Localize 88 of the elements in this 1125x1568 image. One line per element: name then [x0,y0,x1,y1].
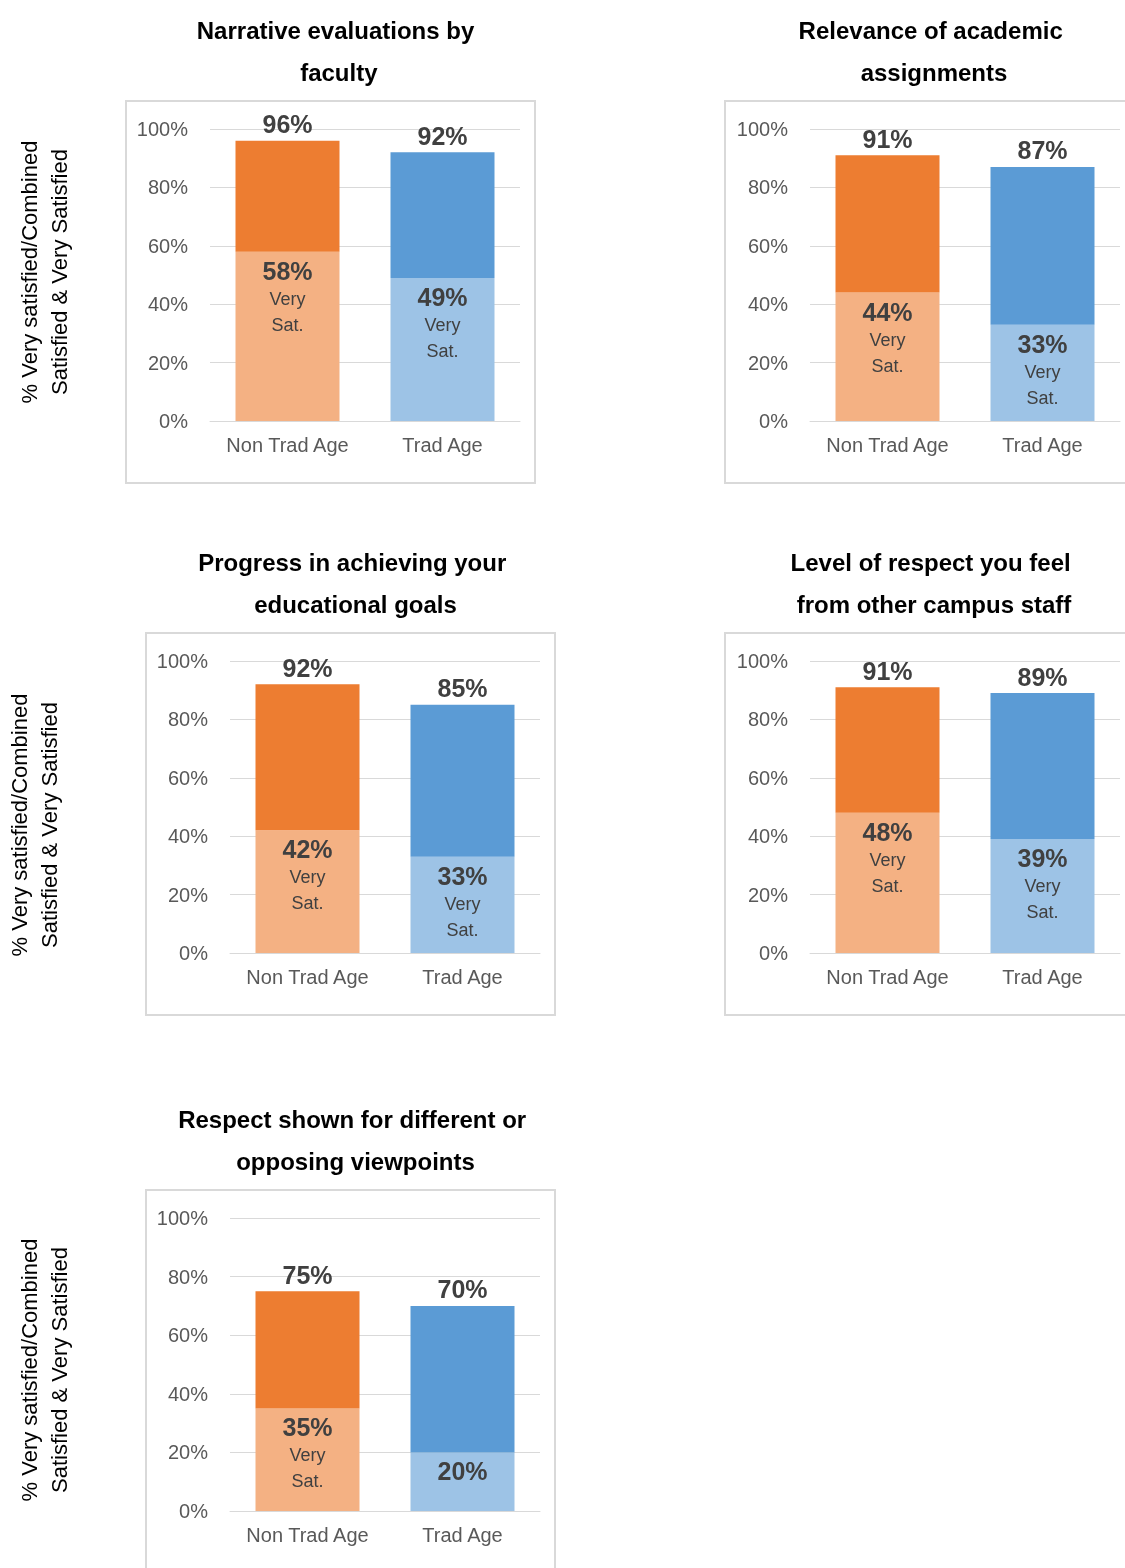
bar [835,812,940,953]
y-tick-label: 80% [147,176,189,199]
x-tick-label: Non Trad Age [226,434,349,456]
total-label: 91% [862,124,913,153]
y-tick-label: 100% [736,650,789,672]
bar [835,292,940,421]
bar [835,155,940,293]
y-tick-label: 20% [167,883,209,906]
x-tick-label: Trad Age [402,434,483,456]
total-label: 85% [437,674,488,703]
y-tick-label: 40% [747,293,789,316]
chart-title: Level of respect you feel from other campus staff [790,548,1078,618]
x-tick-label: Trad Age [1002,966,1083,988]
y-tick-label: 0% [759,942,789,964]
total-label: 92% [282,653,333,682]
x-tick-label: Trad Age [422,966,503,988]
total-label: 70% [437,1275,488,1304]
y-tick-label: 100% [156,650,209,672]
bar [990,324,1095,421]
x-tick-label: Non Trad Age [826,966,949,988]
bar [390,152,495,278]
bar [410,1452,515,1511]
y-tick-label: 40% [167,825,209,848]
x-tick-label: Non Trad Age [246,966,369,988]
data-label: 49% Very Sat. [417,282,468,361]
total-label: 89% [1017,662,1068,691]
y-tick-label: 60% [167,1324,209,1347]
y-tick-label: 0% [159,410,189,432]
chart-title: Respect shown for different or opposing viewpoints [178,1105,533,1175]
y-tick-label: 100% [136,118,189,140]
y-tick-label: 60% [167,766,209,789]
data-label: 33% Very Sat. [437,861,488,940]
data-label: 35% Very Sat. [282,1413,333,1492]
bar [410,1305,515,1453]
total-label: 75% [282,1260,333,1289]
total-label: 87% [1017,136,1068,165]
bar [990,839,1095,953]
y-tick-label: 20% [167,1441,209,1464]
data-label: 20% [437,1457,488,1486]
x-tick-label: Non Trad Age [246,1524,369,1546]
y-tick-label: 20% [747,883,789,906]
data-label: 33% Very Sat. [1017,329,1068,408]
data-label: 39% Very Sat. [1017,844,1068,923]
y-tick-label: 20% [147,351,189,374]
y-axis-title: % Very satisfied/Combined Satisfied & Very Satisfied [16,1237,73,1504]
chart-title: Relevance of academic assignments [798,16,1070,86]
bar [255,1408,360,1511]
y-axis-title: % Very satisfied/Combined Satisfied & Very Satisfied [6,692,63,959]
bar [235,251,340,421]
bar [835,687,940,813]
y-tick-label: 60% [747,234,789,257]
y-axis-title: % Very satisfied/Combined Satisfied & Very Satisfied [16,139,73,406]
bar [410,704,515,857]
y-tick-label: 100% [156,1207,209,1229]
y-tick-label: 0% [179,942,209,964]
y-tick-label: 0% [759,410,789,432]
x-tick-label: Trad Age [1002,434,1083,456]
total-label: 92% [417,121,468,150]
y-tick-label: 60% [147,234,189,257]
bar [410,856,515,953]
chart-title: Progress in achieving your educational goals [198,548,513,618]
data-label: 42% Very Sat. [282,835,333,914]
y-tick-label: 40% [147,293,189,316]
bar [990,693,1095,840]
y-tick-label: 60% [747,766,789,789]
total-label: 91% [862,656,913,685]
y-tick-label: 80% [167,708,209,731]
bar [255,830,360,953]
x-tick-label: Non Trad Age [826,434,949,456]
y-tick-label: 40% [167,1382,209,1405]
y-tick-label: 80% [747,176,789,199]
total-label: 96% [262,110,313,139]
bar [255,684,360,831]
y-tick-label: 40% [747,825,789,848]
y-tick-label: 100% [736,118,789,140]
chart-title: Narrative evaluations by faculty [196,16,475,86]
bar [235,140,340,252]
y-tick-label: 0% [179,1500,209,1522]
bar [390,277,495,421]
data-label: 44% Very Sat. [862,297,913,376]
data-label: 58% Very Sat. [262,256,313,335]
y-tick-label: 80% [747,708,789,731]
y-tick-label: 20% [747,351,789,374]
bar [990,166,1095,325]
x-tick-label: Trad Age [422,1524,503,1546]
bar [255,1291,360,1409]
y-tick-label: 80% [167,1265,209,1288]
data-label: 48% Very Sat. [862,817,913,896]
